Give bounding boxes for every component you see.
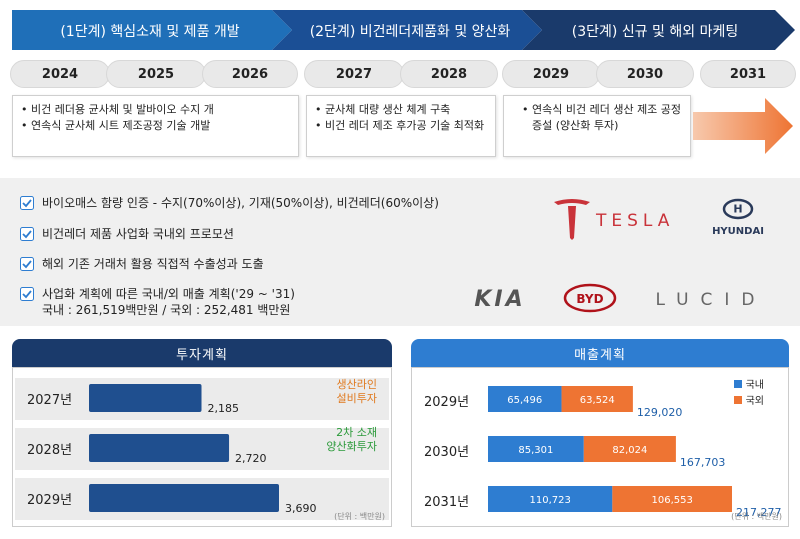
lucid-logo: LUCID: [655, 290, 766, 310]
phase-3-item: 연속식 비건 레더 생산 제조 공정 증설 (양산화 투자): [522, 102, 682, 134]
phase-1-label: (1단계) 핵심소재 및 제품 개발: [60, 24, 239, 40]
investment-bar: [89, 434, 230, 462]
revenue-bar-domestic: [488, 486, 613, 512]
investment-year-label: 2028년: [27, 443, 72, 458]
hyundai-wordmark: HYUNDAI: [712, 226, 764, 237]
revenue-bar-domestic: [488, 386, 562, 412]
revenue-total-label: 167,703: [680, 456, 726, 469]
revenue-domestic-label: 110,723: [529, 495, 570, 506]
revenue-domestic-label: 65,496: [507, 395, 542, 406]
phase-3-chevron: [522, 10, 795, 50]
investment-year-label: 2027년: [27, 393, 72, 408]
investment-row-band: [15, 378, 389, 420]
year-2031: 2031: [700, 60, 796, 88]
revenue-bar-foreign: [583, 436, 676, 462]
revenue-year-label: 2030년: [424, 445, 469, 460]
investment-bar: [89, 484, 279, 512]
check-item: 해외 기존 거래처 활용 직접적 수출성과 도출: [20, 256, 264, 272]
check-item: 사업화 계획에 따른 국내/외 매출 계획('29 ~ '31) 국내 : 26…: [20, 286, 295, 318]
revenue-unit: (단위 : 백만원): [731, 512, 782, 521]
revenue-chart: 2029년 65,496 63,524 129,020 2030년 85,301 82,02…: [424, 386, 782, 519]
year-2025: 2025: [106, 60, 206, 88]
phase-2-label: (2단계) 비건레더제품화 및 양산화: [310, 24, 511, 40]
legend-swatch: [733, 379, 742, 388]
investment-note-1-line: 설비투자: [336, 392, 377, 405]
phase-2-description: 균사체 대량 생산 체계 구축 비건 레더 제조 후가공 기술 최적화: [306, 95, 496, 157]
revenue-foreign-label: 63,524: [580, 395, 615, 406]
hyundai-logo: H HYUNDAI: [712, 198, 764, 237]
revenue-year-label: 2029년: [424, 395, 469, 410]
phase-chevrons: (1단계) 핵심소재 및 제품 개발 (2단계) 비건레더제품화 및 양산화 (…: [12, 10, 795, 50]
investment-chart: 2027년 2,185 2028년 2,720 2029년 3,690: [15, 378, 389, 520]
phase-3-label: (3단계) 신규 및 해외 마케팅: [572, 24, 738, 40]
phase-2-item: 비건 레더 제조 후가공 기술 최적화: [315, 118, 487, 134]
investment-value-label: 2,720: [235, 452, 267, 465]
investment-note-2-line: 양산화투자: [326, 440, 377, 453]
check-text-block: 사업화 계획에 따른 국내/외 매출 계획('29 ~ '31) 국내 : 26…: [42, 286, 295, 318]
lucid-wordmark: LUCID: [655, 290, 766, 310]
svg-text:H: H: [733, 203, 742, 216]
legend-foreign: 국외: [733, 392, 764, 407]
checkmark-icon: [20, 287, 34, 301]
phase-1-description: 비건 레더용 균사체 및 발바이오 수지 개 연속식 균사체 시트 제조공정 기…: [12, 95, 299, 157]
phase-2-chevron: [272, 10, 542, 50]
check-text: 바이오매스 함량 인증 - 수지(70%이상), 기재(50%이상), 비건레더…: [42, 196, 439, 210]
investment-bar: [89, 384, 202, 412]
investment-note-1: 생산라인 설비투자: [337, 378, 377, 406]
investment-panel-title: 투자계획: [12, 339, 392, 367]
revenue-total-label: 217,277: [736, 506, 782, 519]
revenue-foreign-label: 106,553: [651, 495, 692, 506]
check-item: 비건레더 제품 사업화 국내외 프로모션: [20, 226, 234, 242]
byd-wordmark: BYD: [576, 292, 603, 306]
phase-3-description: 연속식 비건 레더 생산 제조 공정 증설 (양산화 투자): [503, 95, 691, 157]
byd-logo: BYD: [563, 283, 617, 313]
check-item: 바이오매스 함량 인증 - 수지(70%이상), 기재(50%이상), 비건레더…: [20, 195, 439, 211]
phase-1-item: 비건 레더용 균사체 및 발바이오 수지 개: [21, 102, 290, 118]
year-2027: 2027: [304, 60, 404, 88]
kia-wordmark: KIA: [474, 287, 525, 312]
investment-unit: (단위 : 백만원): [334, 512, 385, 521]
checkmark-icon: [20, 227, 34, 241]
legend-label: 국외: [745, 396, 764, 407]
check-text: 해외 기존 거래처 활용 직접적 수출성과 도출: [42, 257, 264, 271]
revenue-domestic-label: 85,301: [518, 445, 553, 456]
legend-swatch: [733, 395, 742, 404]
revenue-bar-domestic: [488, 436, 584, 462]
phase-1-chevron: [12, 10, 292, 50]
investment-panel: 2027년 2,185 2028년 2,720 2029년 3,690 생산라인 설비투자…: [12, 367, 392, 527]
business-info-section: [0, 178, 800, 326]
sales-summary: 국내 : 261,519백만원 / 국외 : 252,481 백만원: [42, 303, 291, 317]
check-text: 비건레더 제품 사업화 국내외 프로모션: [42, 227, 234, 241]
investment-value-label: 2,185: [208, 402, 240, 415]
roadmap-arrow-icon: [693, 98, 793, 154]
investment-year-label: 2029년: [27, 493, 72, 508]
check-text: 사업화 계획에 따른 국내/외 매출 계획('29 ~ '31): [42, 287, 295, 301]
revenue-total-label: 129,020: [637, 406, 683, 419]
year-2029: 2029: [502, 60, 600, 88]
phase-2-item: 균사체 대량 생산 체계 구축: [315, 102, 487, 118]
investment-value-label: 3,690: [285, 502, 317, 515]
checkmark-icon: [20, 257, 34, 271]
tesla-logo: TESLA: [554, 199, 674, 240]
revenue-bar-foreign: [561, 386, 633, 412]
revenue-bar-foreign: [612, 486, 732, 512]
revenue-panel: 2029년 65,496 63,524 129,020 2030년 85,301 82,02…: [411, 367, 789, 527]
revenue-panel-title: 매출계획: [411, 339, 789, 367]
revenue-foreign-label: 82,024: [612, 445, 647, 456]
year-2024: 2024: [10, 60, 110, 88]
investment-note-1-line: 생산라인: [336, 378, 377, 391]
legend-domestic: 국내: [733, 376, 764, 391]
kia-logo: KIA: [474, 287, 525, 312]
year-2026: 2026: [202, 60, 298, 88]
phase-1-item: 연속식 균사체 시트 제조공정 기술 개발: [21, 118, 290, 134]
year-2030: 2030: [596, 60, 694, 88]
investment-note-2: 2차 소재 양산화투자: [326, 426, 377, 454]
investment-note-2-line: 2차 소재: [336, 426, 377, 439]
legend-label: 국내: [745, 380, 764, 391]
year-2028: 2028: [400, 60, 498, 88]
revenue-year-label: 2031년: [424, 495, 469, 510]
year-timeline: 2024 2025 2026 2027 2028 2029 2030 2031: [10, 60, 800, 88]
checkmark-icon: [20, 196, 34, 210]
tesla-wordmark: TESLA: [595, 211, 674, 231]
